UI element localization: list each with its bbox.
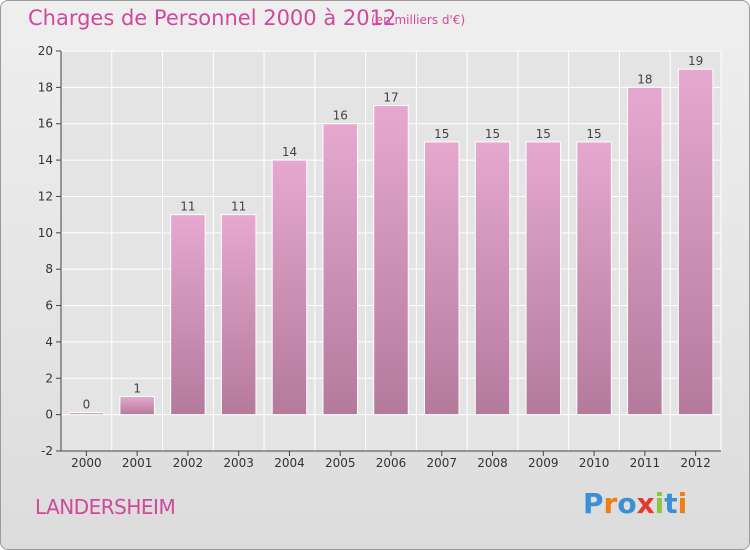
bar [373, 105, 409, 416]
x-tick-label: 2002 [173, 456, 204, 470]
y-tick-label: 0 [45, 408, 53, 422]
data-label: 17 [383, 91, 398, 105]
bar [627, 86, 663, 416]
x-tick-label: 2001 [122, 456, 153, 470]
data-label: 0 [83, 398, 91, 412]
commune-name: LANDERSHEIM [35, 495, 176, 519]
x-tick-label: 2005 [325, 456, 356, 470]
data-label: 15 [434, 127, 449, 141]
data-label: 18 [637, 72, 652, 86]
data-label: 15 [485, 127, 500, 141]
data-label: 14 [282, 145, 297, 159]
logo-letter: t [664, 487, 678, 520]
chart-subtitle: (en milliers d'€) [371, 13, 466, 27]
y-tick-label: 20 [38, 44, 53, 58]
bar [424, 141, 460, 416]
chart-title: Charges de Personnel 2000 à 2012 [28, 6, 397, 30]
y-tick-label: 16 [38, 117, 53, 131]
data-label: 19 [688, 54, 703, 68]
data-label: 11 [180, 200, 195, 214]
x-tick-label: 2009 [528, 456, 559, 470]
bar [525, 141, 562, 416]
x-tick-label: 2011 [630, 456, 661, 470]
x-tick-label: 2010 [579, 456, 610, 470]
y-tick-label: 18 [38, 80, 53, 94]
logo-letter: r [603, 487, 618, 520]
bar [322, 123, 358, 416]
bar [576, 141, 612, 416]
bars [68, 68, 714, 416]
data-label: 16 [333, 109, 348, 123]
bar [271, 159, 308, 416]
bar [474, 141, 511, 416]
y-tick-label: 4 [45, 335, 53, 349]
y-tick-label: 6 [45, 299, 53, 313]
logo-letter: i [677, 487, 688, 520]
bar [677, 68, 714, 416]
logo-letter: P [583, 487, 604, 520]
data-label: 1 [133, 381, 141, 395]
bar [220, 214, 257, 416]
y-tick-label: 12 [38, 189, 53, 203]
bar [170, 214, 206, 416]
data-label: 15 [536, 127, 551, 141]
x-tick-label: 2008 [477, 456, 508, 470]
x-tick-label: 2006 [376, 456, 407, 470]
x-tick-label: 2012 [680, 456, 711, 470]
y-tick-label: 8 [45, 262, 53, 276]
x-tick-label: 2003 [223, 456, 254, 470]
data-label: 15 [586, 127, 601, 141]
y-tick-label: 14 [38, 153, 53, 167]
data-label: 11 [231, 200, 246, 214]
logo-letter: o [617, 487, 637, 520]
proxiti-logo: Proxiti [583, 487, 687, 520]
y-tick-label: -2 [41, 444, 53, 458]
logo-letter: i [654, 487, 665, 520]
bar [119, 395, 155, 416]
y-tick-label: 2 [45, 371, 53, 385]
bar [68, 412, 105, 416]
x-tick-label: 2000 [71, 456, 102, 470]
y-tick-label: 10 [38, 226, 53, 240]
x-tick-label: 2007 [426, 456, 457, 470]
logo-letter: x [636, 487, 655, 520]
x-tick-label: 2004 [274, 456, 305, 470]
